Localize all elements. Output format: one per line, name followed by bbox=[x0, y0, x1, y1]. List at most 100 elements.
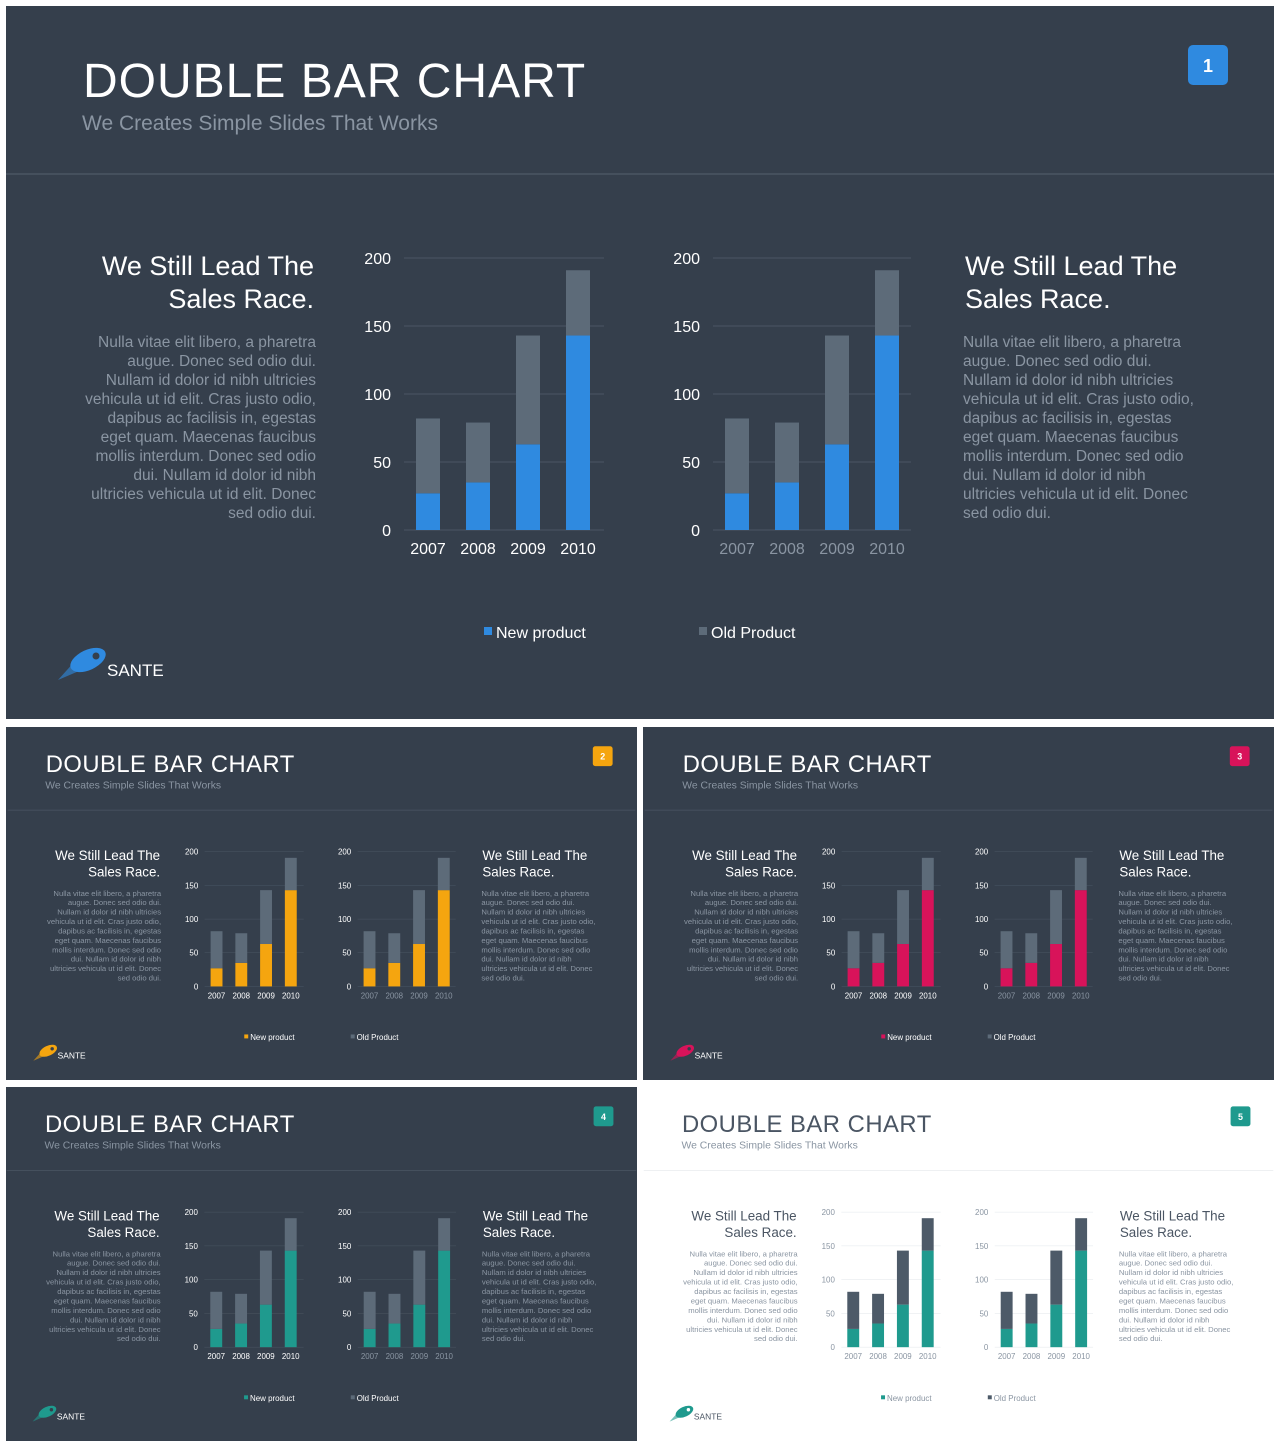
legend-label-new-product: New product bbox=[887, 1033, 932, 1042]
y-tick-label-left-2: 100 bbox=[364, 387, 391, 404]
slide-3[interactable]: DOUBLE BAR CHART We Creates Simple Slides… bbox=[643, 727, 1274, 1080]
right-body-line-5: eget quam. Maecenas faucibus bbox=[1118, 936, 1225, 945]
right-body-line-7: dui. Nullam id dolor id nibh bbox=[963, 467, 1146, 484]
left-body-line-1: augue. Donec sed odio dui. bbox=[68, 898, 161, 907]
right-body-line-4: dapibus ac facilisis in, egestas bbox=[1119, 1287, 1223, 1296]
x-tick-label-right-2007: 2007 bbox=[361, 991, 379, 1000]
x-tick-label-right-2009: 2009 bbox=[410, 1352, 428, 1361]
bar-new-product-left-2007 bbox=[416, 493, 440, 530]
right-body-line-5: eget quam. Maecenas faucibus bbox=[963, 429, 1179, 446]
y-tick-label-left-3: 150 bbox=[822, 881, 836, 890]
slide-4[interactable]: DOUBLE BAR CHART We Creates Simple Slides… bbox=[6, 1087, 637, 1441]
x-tick-label-right-2007: 2007 bbox=[361, 1352, 379, 1361]
slide-number-badge-bg bbox=[593, 1106, 614, 1127]
bar-old-product-right-2008 bbox=[388, 933, 401, 963]
rocket-icon bbox=[670, 1044, 694, 1061]
y-tick-label-left-1: 50 bbox=[826, 949, 835, 958]
slide-title: DOUBLE BAR CHART bbox=[46, 751, 295, 778]
left-body-line-1: augue. Donec sed odio dui. bbox=[705, 898, 798, 907]
x-tick-label-right-2010: 2010 bbox=[1072, 991, 1090, 1000]
y-tick-label-left-1: 50 bbox=[826, 1309, 835, 1318]
x-tick-label-left-2008: 2008 bbox=[232, 1352, 250, 1361]
bar-new-product-right-2007 bbox=[1000, 1328, 1013, 1348]
bar-new-product-left-2010 bbox=[921, 1250, 934, 1348]
left-body-line-0: Nulla vitae elit libero, a pharetra bbox=[53, 1249, 162, 1258]
right-body-line-9: sed odio dui. bbox=[1119, 1334, 1163, 1343]
right-headline-line-1: We Still Lead The bbox=[483, 1209, 588, 1224]
bar-old-product-left-2010 bbox=[921, 1218, 934, 1251]
left-headline-line-2: Sales Race. bbox=[168, 284, 314, 314]
left-body-line-9: sed odio dui. bbox=[755, 973, 798, 982]
bar-old-product-left-2008 bbox=[872, 1293, 885, 1324]
x-tick-label-right-2009: 2009 bbox=[410, 991, 428, 1000]
left-body-line-1: augue. Donec sed odio dui. bbox=[67, 1259, 161, 1268]
left-body-line-4: dapibus ac facilisis in, egestas bbox=[695, 926, 798, 935]
slide-number-label: 4 bbox=[601, 1112, 606, 1122]
legend-label-new-product: New product bbox=[496, 625, 586, 642]
x-tick-label-left-2010: 2010 bbox=[560, 541, 596, 558]
left-body-line-7: dui. Nullam id dolor id nibh bbox=[707, 1315, 798, 1324]
legend-swatch-old-product bbox=[987, 1395, 992, 1400]
legend-label-new-product: New product bbox=[250, 1033, 295, 1042]
right-body-line-5: eget quam. Maecenas faucibus bbox=[481, 936, 588, 945]
slide-2[interactable]: DOUBLE BAR CHART We Creates Simple Slides… bbox=[6, 727, 637, 1080]
legend-label-old-product: Old Product bbox=[994, 1394, 1037, 1403]
bar-new-product-left-2010 bbox=[284, 890, 297, 987]
bar-old-product-left-2008 bbox=[235, 933, 248, 963]
right-body-line-1: augue. Donec sed odio dui. bbox=[481, 898, 574, 907]
bar-new-product-right-2007 bbox=[363, 1328, 376, 1348]
legend-swatch-new-product bbox=[244, 1034, 249, 1039]
chart-left: 0 50 100 150 200 2007 2008 2009 2010 bbox=[822, 848, 941, 1000]
x-tick-label-left-2009: 2009 bbox=[257, 1352, 275, 1361]
left-body-line-6: mollis interdum. Donec sed odio bbox=[95, 448, 316, 465]
bar-new-product-right-2008 bbox=[1025, 962, 1038, 987]
bar-old-product-right-2009 bbox=[1050, 890, 1062, 945]
slide-1[interactable]: DOUBLE BAR CHART We Creates Simple Slides… bbox=[6, 6, 1274, 719]
slide-number-badge: 3 bbox=[1229, 746, 1250, 767]
left-body-line-4: dapibus ac facilisis in, egestas bbox=[107, 410, 316, 427]
slide-number-badge-bg bbox=[1230, 1106, 1251, 1127]
bar-old-product-left-2009 bbox=[897, 890, 909, 945]
y-tick-label-right-2: 100 bbox=[673, 387, 700, 404]
right-body-line-7: dui. Nullam id dolor id nibh bbox=[482, 1315, 573, 1324]
y-tick-label-right-3: 150 bbox=[338, 881, 352, 890]
right-body-line-7: dui. Nullam id dolor id nibh bbox=[481, 955, 571, 964]
x-tick-label-left-2010: 2010 bbox=[282, 991, 300, 1000]
slide-canvas-3: DOUBLE BAR CHART We Creates Simple Slides… bbox=[644, 746, 1273, 1061]
x-tick-label-left-2010: 2010 bbox=[919, 1352, 937, 1361]
slide-title: DOUBLE BAR CHART bbox=[45, 1111, 295, 1138]
brand-name: SANTE bbox=[57, 1412, 86, 1422]
bar-new-product-left-2009 bbox=[516, 444, 540, 530]
right-body-line-4: dapibus ac facilisis in, egestas bbox=[963, 410, 1172, 427]
y-tick-label-right-3: 150 bbox=[338, 1242, 352, 1251]
slide-5[interactable]: DOUBLE BAR CHART We Creates Simple Slides… bbox=[643, 1087, 1274, 1441]
y-tick-label-right-3: 150 bbox=[975, 881, 989, 890]
slide-number-label: 2 bbox=[600, 752, 605, 762]
y-tick-label-left-4: 200 bbox=[364, 251, 391, 268]
right-body-line-3: vehicula ut id elit. Cras justo odio, bbox=[481, 917, 595, 926]
x-tick-label-left-2008: 2008 bbox=[232, 991, 250, 1000]
slide-number-badge: 5 bbox=[1230, 1106, 1251, 1127]
right-body-line-2: Nullam id dolor id nibh ultricies bbox=[963, 372, 1173, 389]
y-tick-label-left-0: 0 bbox=[830, 1343, 835, 1352]
bar-old-product-right-2008 bbox=[1025, 933, 1038, 963]
right-body-line-4: dapibus ac facilisis in, egestas bbox=[482, 1287, 586, 1296]
left-headline-line-2: Sales Race. bbox=[87, 1225, 159, 1240]
y-tick-label-left-4: 200 bbox=[185, 848, 199, 857]
right-body-line-2: Nullam id dolor id nibh ultricies bbox=[482, 1268, 586, 1277]
bar-new-product-right-2008 bbox=[388, 962, 401, 987]
x-tick-label-right-2009: 2009 bbox=[1047, 1352, 1065, 1361]
x-tick-label-left-2007: 2007 bbox=[410, 541, 446, 558]
legend-swatch-old-product bbox=[350, 1034, 355, 1039]
bar-new-product-right-2007 bbox=[363, 968, 376, 987]
bar-old-product-right-2008 bbox=[388, 1293, 401, 1324]
slide-number-label: 1 bbox=[1203, 56, 1213, 76]
bar-new-product-left-2009 bbox=[896, 1304, 909, 1348]
slide-canvas-1: DOUBLE BAR CHART We Creates Simple Slides… bbox=[6, 45, 1274, 680]
bar-old-product-right-2007 bbox=[725, 418, 749, 494]
right-body-line-4: dapibus ac facilisis in, egestas bbox=[481, 926, 584, 935]
slide-title: DOUBLE BAR CHART bbox=[683, 751, 932, 778]
bar-old-product-left-2010 bbox=[284, 857, 297, 891]
chart-legend: New product Old Product bbox=[881, 1033, 1036, 1042]
left-body-line-5: eget quam. Maecenas faucibus bbox=[101, 429, 317, 446]
